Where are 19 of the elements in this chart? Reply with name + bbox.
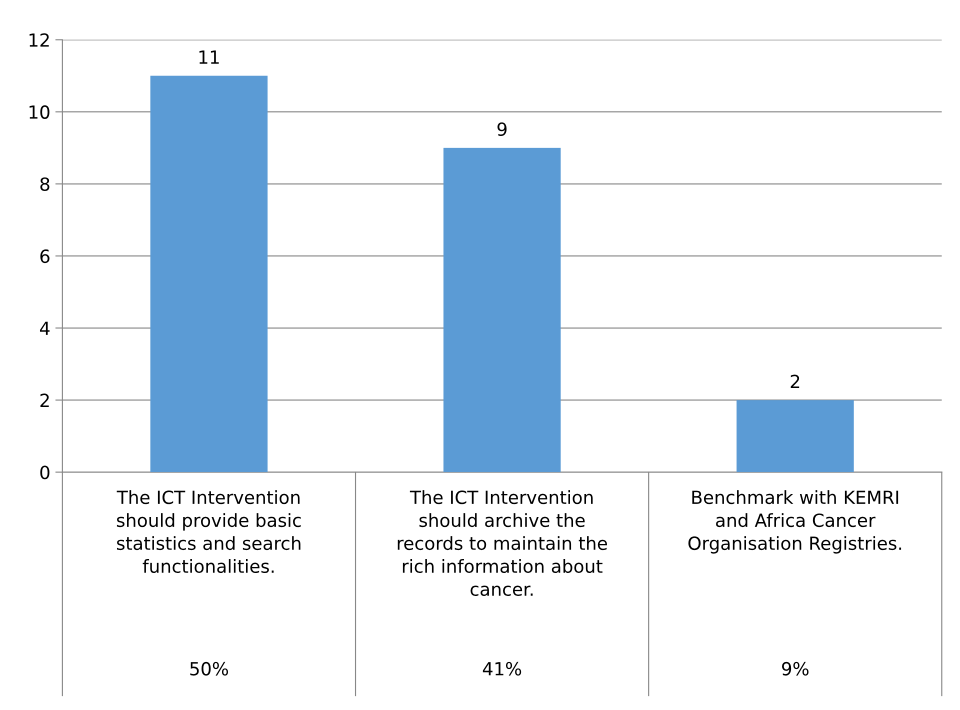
y-tick-label: 10 — [30, 105, 50, 119]
data-label: 11 — [199, 50, 219, 64]
text: 50% — [190, 662, 228, 676]
text: 41% — [482, 662, 522, 676]
y-tick-label: 2 — [40, 394, 49, 407]
y-tick-label: 0 — [40, 466, 50, 480]
y-tick-label: 6 — [40, 249, 50, 264]
y-tick-label: 4 — [40, 322, 50, 335]
bar — [150, 76, 268, 472]
x-tick-label: Benchmark with KEMRI and Africa Cancer Organisation Registries. — [688, 490, 902, 554]
bar — [736, 400, 854, 472]
data-label: 2 — [790, 374, 800, 388]
text: 9% — [782, 662, 809, 676]
y-tick-label: 12 — [30, 33, 49, 47]
bar — [443, 148, 561, 472]
y-tick-label: 8 — [40, 177, 50, 192]
x-tick-label: The ICT Intervention should archive the records to maintain the rich information about cancer. — [398, 490, 608, 596]
data-label: 9 — [497, 122, 507, 136]
x-tick-label: The ICT Intervention should provide basic statistics and search functionalities. — [116, 490, 301, 574]
